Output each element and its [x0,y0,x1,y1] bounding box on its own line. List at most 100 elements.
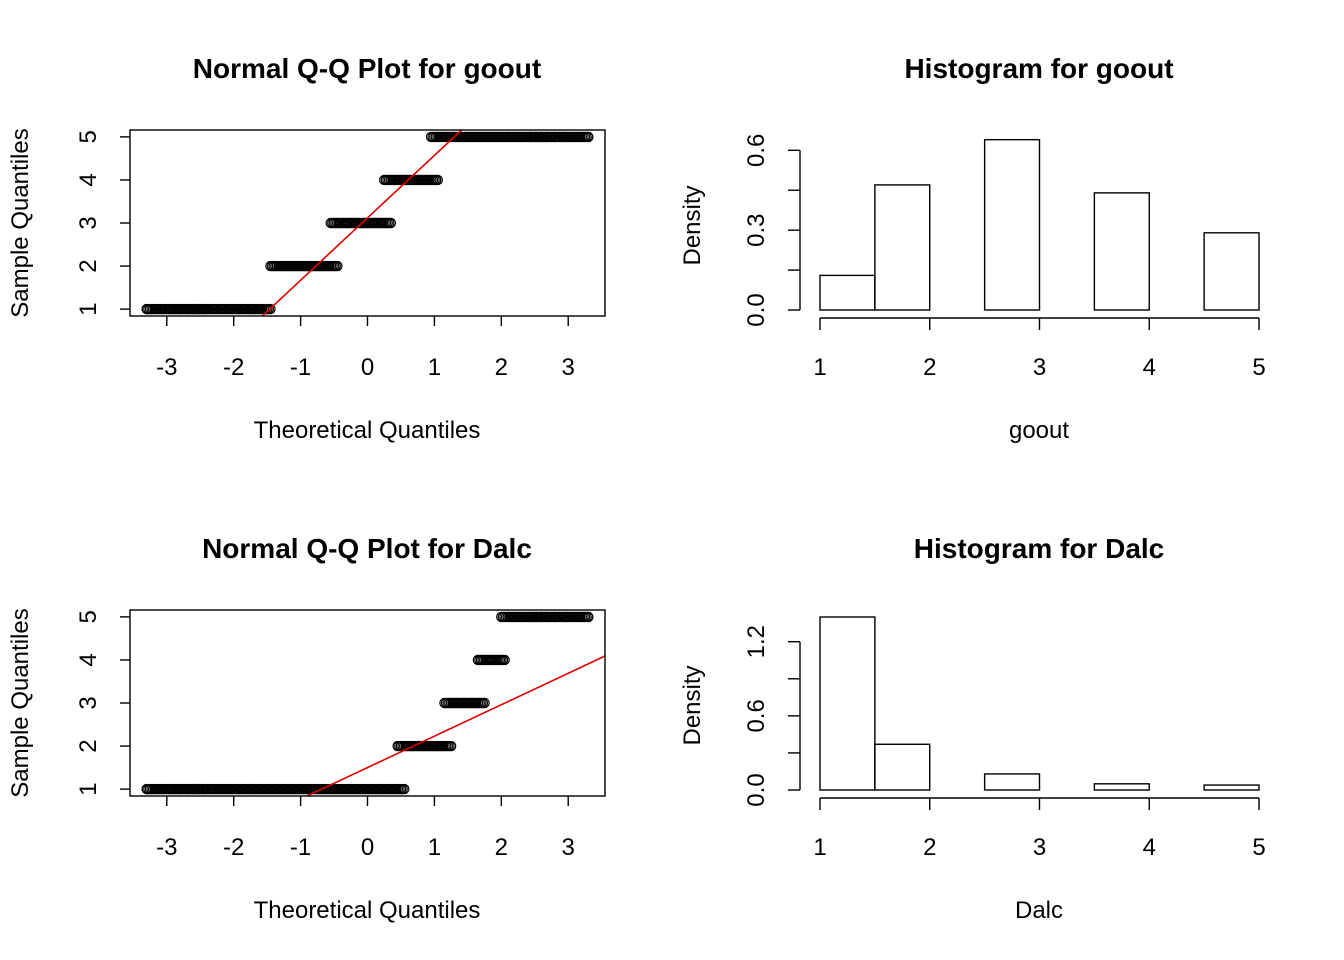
histogram-bar [874,184,931,311]
data-point [188,303,199,315]
y-tick-label: 0.6 [743,134,770,167]
y-tick-label: 4 [75,173,102,186]
y-tick-label: 1 [75,302,102,315]
data-point [188,783,199,795]
data-point [164,783,176,795]
x-tick-label: 2 [923,834,936,861]
x-axis: 1 2 3 4 5 [813,797,1266,861]
x-axis-label: Theoretical Quantiles [254,897,481,924]
x-tick-label: 1 [428,354,441,381]
plot-area [141,130,594,316]
y-tick-label: 5 [75,130,102,143]
x-tick-label: -2 [223,834,244,861]
y-axis-label: Sample Quantiles [7,128,34,317]
data-point [559,131,571,143]
histogram-bar [1093,783,1150,791]
x-tick-label: -1 [290,834,311,861]
data-point [141,783,152,795]
x-axis: -3 -2 -1 0 1 2 3 [156,796,575,861]
qq-reference-line [261,130,463,316]
histogram-bar [983,138,1041,311]
data-point [526,611,537,623]
y-axis-label: Sample Quantiles [7,608,34,797]
x-tick-label: 3 [562,354,575,381]
data-point [198,783,209,795]
data-point [536,611,547,623]
x-tick-label: 5 [1252,354,1265,381]
histogram-bar [874,743,931,791]
y-tick-label: 0.3 [743,213,770,246]
y-tick-label: 3 [75,696,102,709]
data-point [174,303,186,315]
data-point [530,131,542,143]
y-tick-label: 1.2 [743,625,770,658]
x-tick-label: -1 [290,354,311,381]
data-point [526,131,537,143]
histogram-panel: Histogram for Dalc Dalc Density 1 2 3 4 5 0.0 0.6… [679,533,1266,924]
qq-reference-line [305,655,605,796]
data-point [536,131,547,143]
plot-area [141,611,605,796]
histogram-bar [819,616,876,791]
data-point [164,303,176,315]
y-axis: 0.0 0.3 0.6 [743,134,801,327]
histogram-bar [1203,784,1260,791]
data-point [432,174,443,186]
data-point [193,303,205,315]
x-tick-label: 2 [495,834,508,861]
data-point [141,303,152,315]
x-axis: 1 2 3 4 5 [813,317,1266,381]
x-tick-label: 2 [923,354,936,381]
x-axis: -3 -2 -1 0 1 2 3 [156,316,575,381]
data-point [479,697,490,709]
histogram-bars [819,138,1260,311]
x-tick-label: 4 [1143,834,1156,861]
x-tick-label: -2 [223,354,244,381]
chart-title: Histogram for Dalc [914,533,1165,564]
data-point [332,260,343,272]
x-tick-label: 1 [428,834,441,861]
x-tick-label: -3 [156,834,177,861]
x-tick-label: 2 [495,354,508,381]
chart-title: Histogram for goout [904,53,1173,84]
qq-plot-panel: Normal Q-Q Plot for Dalc Theoretical Quan… [7,533,606,924]
x-tick-label: 3 [1033,834,1046,861]
data-point [530,611,542,623]
data-point [583,131,594,143]
x-tick-label: 1 [813,834,826,861]
y-tick-label: 2 [75,739,102,752]
data-point [559,611,571,623]
histogram-bars [819,616,1260,791]
x-tick-label: 3 [562,834,575,861]
histogram-bar [1203,232,1260,311]
chart-title: Normal Q-Q Plot for Dalc [202,533,532,564]
x-axis-label: goout [1009,417,1069,444]
data-point [583,611,594,623]
data-point [445,740,457,752]
y-tick-label: 5 [75,610,102,623]
data-point [183,303,194,315]
data-point [193,783,205,795]
data-point [265,303,276,315]
x-tick-label: 4 [1143,354,1156,381]
data-point [499,654,510,666]
y-axis: 0.0 0.6 1.2 [743,625,801,807]
data-point [399,783,410,795]
chart-title: Normal Q-Q Plot for goout [193,53,541,84]
data-point [198,303,209,315]
y-tick-label: 3 [75,216,102,229]
y-tick-label: 4 [75,653,102,666]
y-tick-label: 0.0 [743,293,770,326]
histogram-bar [1093,192,1150,311]
x-tick-label: 1 [813,354,826,381]
y-tick-label: 0.6 [743,699,770,732]
x-tick-label: 5 [1252,834,1265,861]
x-axis-label: Dalc [1015,897,1063,924]
y-axis: 1 2 3 4 5 [75,130,130,316]
y-tick-label: 1 [75,782,102,795]
histogram-bar [819,274,876,311]
x-axis-label: Theoretical Quantiles [254,417,481,444]
qq-plot-panel: Normal Q-Q Plot for goout Theoretical Qua… [7,53,606,444]
x-tick-label: 0 [361,354,374,381]
